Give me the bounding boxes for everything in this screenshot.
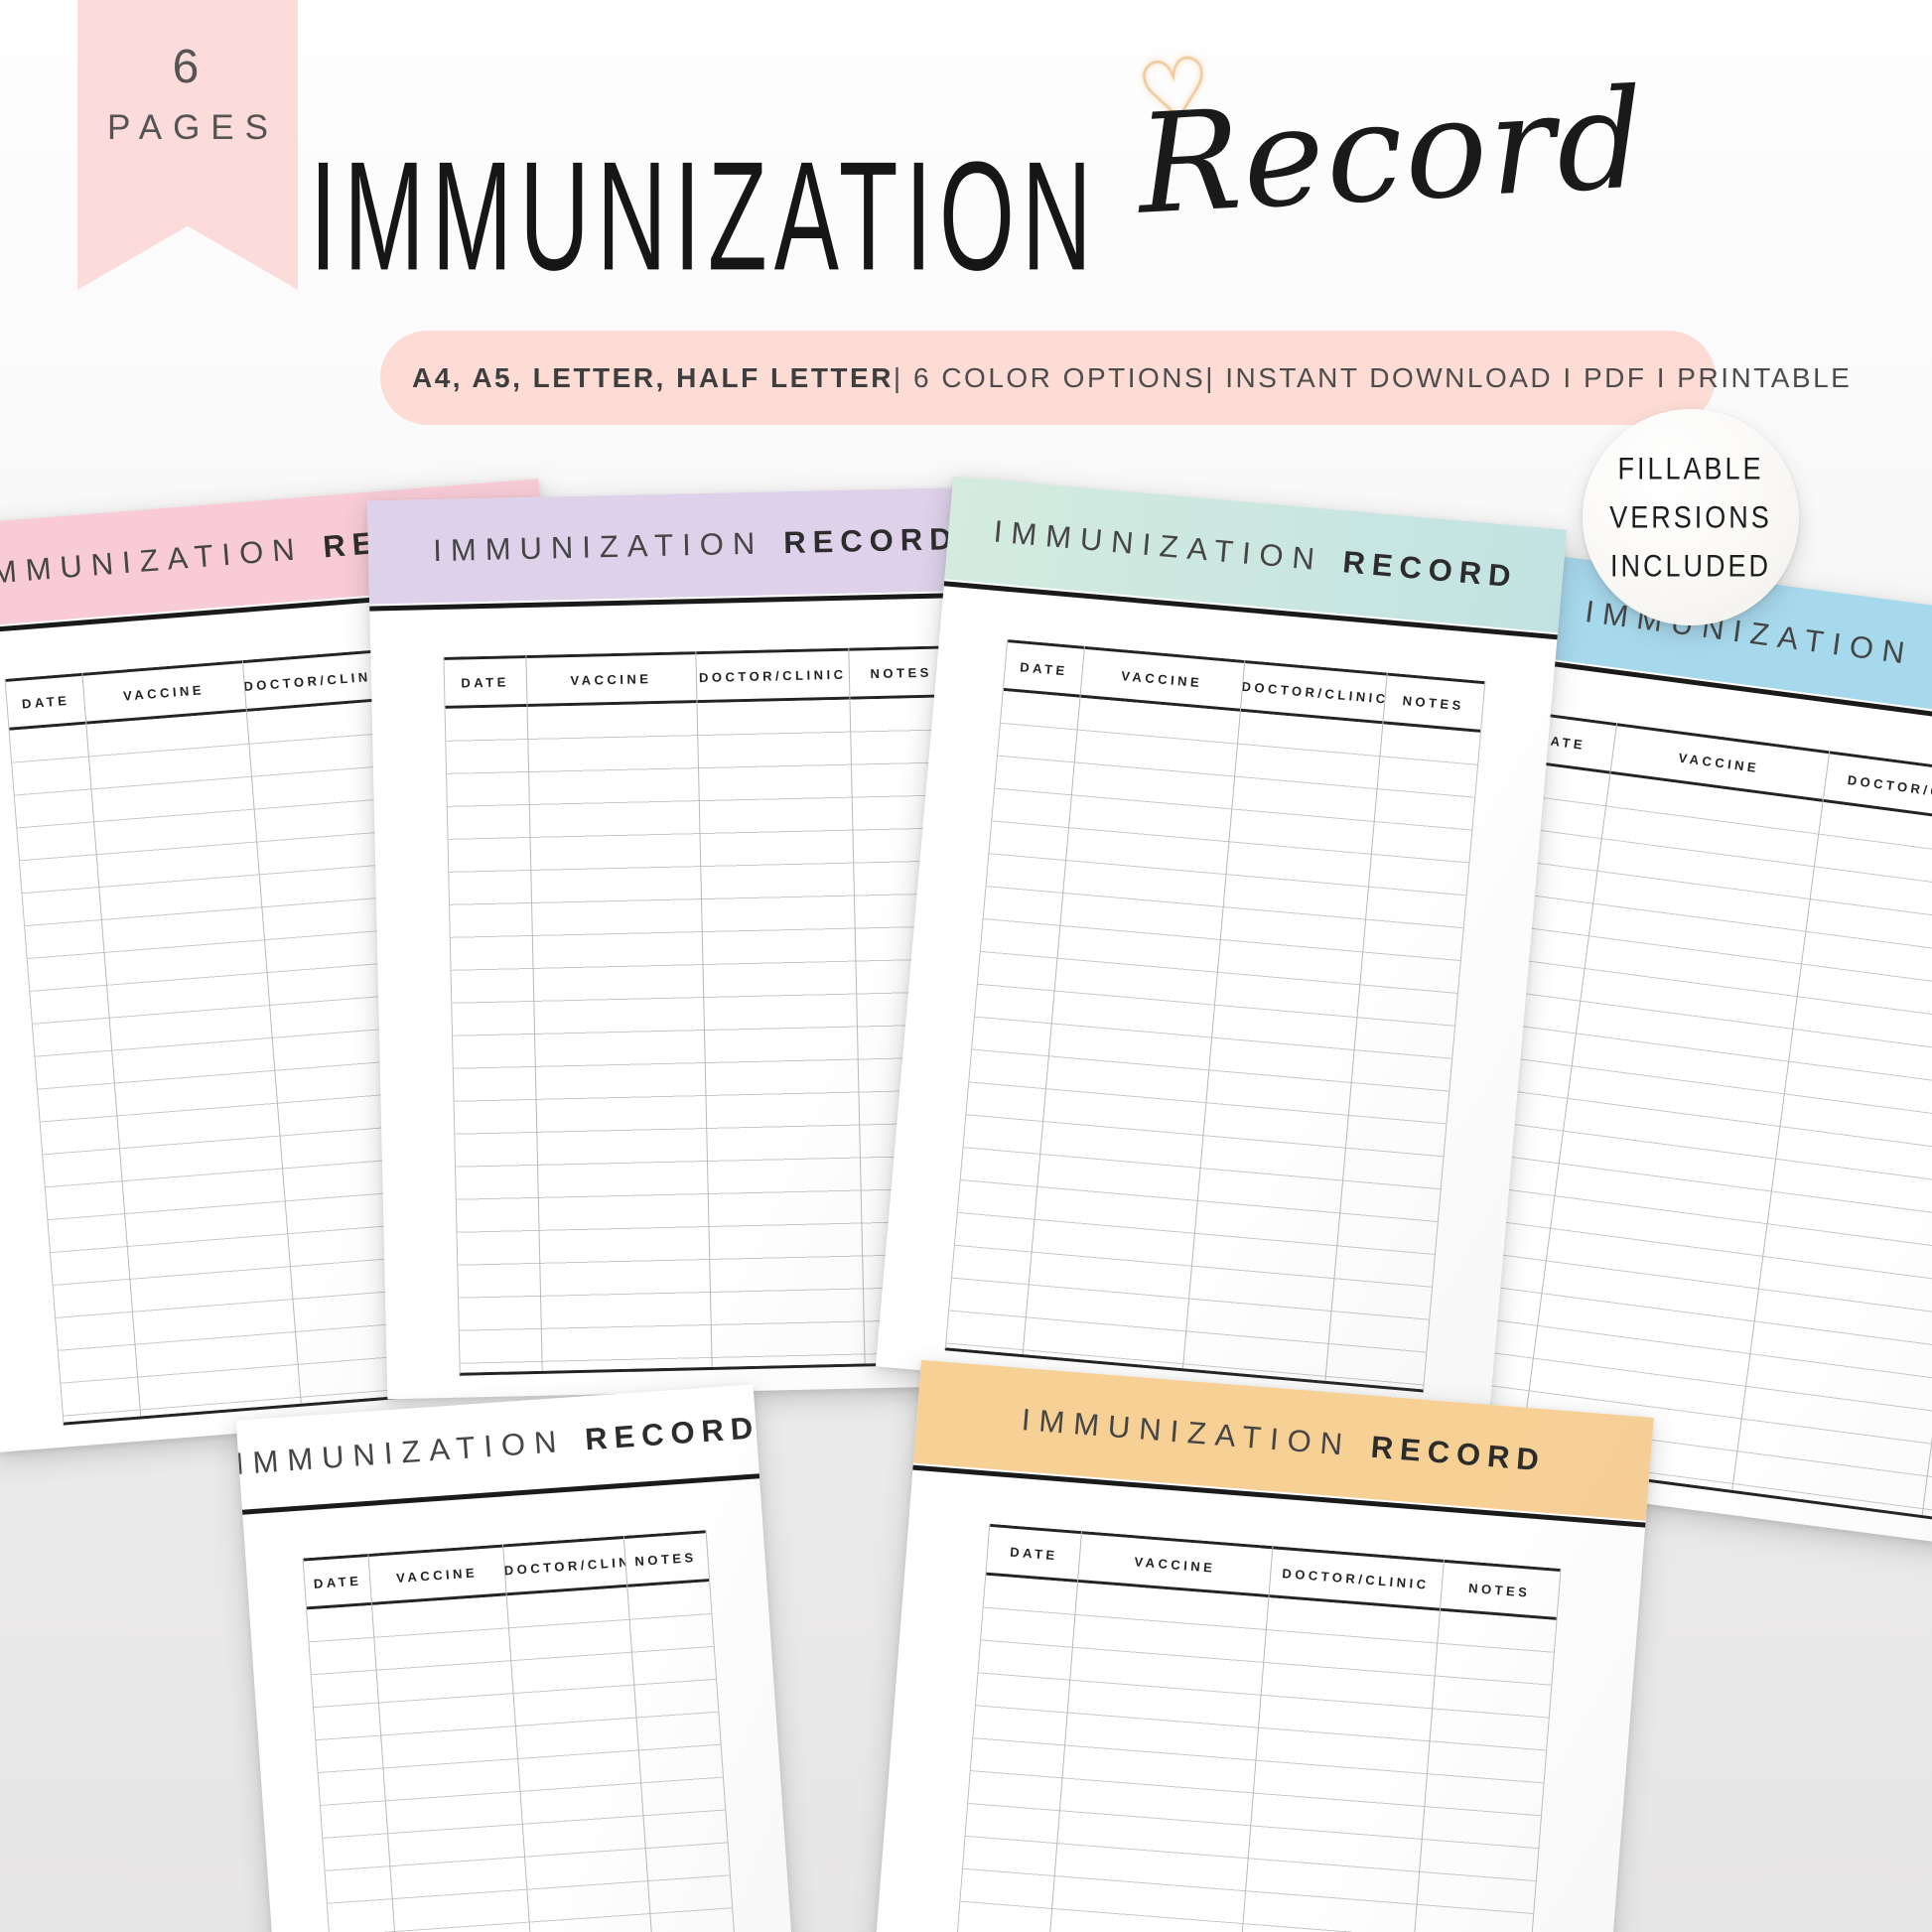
column-header-vaccine: VACCINE <box>122 681 206 704</box>
page-count-label: PAGES <box>106 108 279 147</box>
page-white: IMMUNIZATION RECORD DATE VACCINE DOCTOR/… <box>235 1384 795 1932</box>
column-header-notes: NOTES <box>633 1549 698 1569</box>
page-orange: IMMUNIZATION RECORD DATE VACCINE DOCTOR/… <box>874 1359 1654 1932</box>
hero-title: IMMUNIZATION <box>310 129 1099 303</box>
column-header-date: DATE <box>1019 658 1069 678</box>
column-header-vaccine: VACCINE <box>1120 667 1203 690</box>
column-header-doctor-clinic: DOCTOR/CLINIC <box>242 667 388 694</box>
column-header-doctor-clinic: DOCTOR/CLINIC <box>1241 678 1386 706</box>
sticker-line: FILLABLE <box>1617 451 1764 485</box>
column-header-date: DATE <box>21 692 70 712</box>
column-header-notes: NOTES <box>1467 1580 1531 1600</box>
page-title-bold: RECORD <box>782 521 959 561</box>
empty-rows-grid <box>307 1582 736 1932</box>
page-title: IMMUNIZATION <box>235 1423 567 1482</box>
column-header-doctor-clinic: DOCTOR/CLINIC <box>1281 1565 1431 1592</box>
column-header-vaccine: VACCINE <box>570 670 652 688</box>
column-header-date: DATE <box>461 673 509 691</box>
page-title-bold: RECORD <box>584 1410 759 1457</box>
record-table: DATE VACCINE DOCTOR/CLINIC NOTES <box>944 639 1486 1393</box>
column-header-vaccine: VACCINE <box>1677 750 1761 775</box>
page-title: IMMUNIZATION <box>992 513 1325 578</box>
page-title: IMMUNIZATION <box>432 525 764 569</box>
subtitle-text: A4, A5, LETTER, HALF LETTER| 6 COLOR OPT… <box>380 362 1852 394</box>
column-header-vaccine: VACCINE <box>395 1564 479 1586</box>
page-title: IMMUNIZATION <box>1020 1402 1353 1463</box>
column-header-vaccine: VACCINE <box>1133 1553 1216 1576</box>
column-header-notes: NOTES <box>1402 692 1465 713</box>
column-header-date: DATE <box>313 1573 362 1591</box>
page-title-bold: RECORD <box>1369 1429 1548 1478</box>
hero-title-script: Record <box>1134 59 1650 245</box>
sticker-line: INCLUDED <box>1609 548 1772 583</box>
record-table: DATE VACCINE DOCTOR/CLINIC NOTES <box>302 1530 737 1932</box>
page-title: IMMUNIZATION <box>0 530 305 592</box>
page-count-number: 6 <box>172 41 204 93</box>
page-mint: IMMUNIZATION RECORD DATE VACCINE DOCTOR/… <box>875 476 1568 1421</box>
page-title-bold: RECORD <box>1341 544 1519 595</box>
sticker-line: VERSIONS <box>1609 499 1772 534</box>
subtitle-rest: | 6 COLOR OPTIONS| INSTANT DOWNLOAD I PD… <box>893 361 1853 393</box>
subtitle-pill: A4, A5, LETTER, HALF LETTER| 6 COLOR OPT… <box>380 331 1850 425</box>
fillable-versions-sticker: FILLABLE VERSIONS INCLUDED <box>1583 409 1799 625</box>
page-header-band: IMMUNIZATION RECORD <box>366 485 1026 605</box>
column-header-date: DATE <box>1009 1544 1059 1563</box>
column-header-doctor-clinic: DOCTOR/CLINIC <box>1847 771 1932 806</box>
record-table: DATE VACCINE DOCTOR/CLINIC NOTES <box>956 1523 1562 1932</box>
column-header-doctor-clinic: DOCTOR/CLINIC <box>698 666 847 685</box>
column-header-doctor-clinic: DOCTOR/CLINIC <box>503 1554 625 1578</box>
subtitle-sizes: A4, A5, LETTER, HALF LETTER <box>412 361 894 393</box>
empty-rows-grid <box>946 690 1480 1390</box>
page-count-ribbon: 6 PAGES <box>77 0 298 290</box>
